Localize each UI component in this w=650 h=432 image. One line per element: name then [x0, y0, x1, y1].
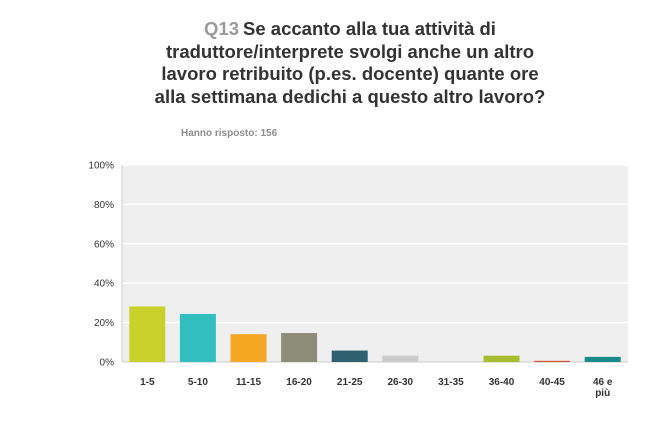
- y-tick-label: 0%: [100, 358, 115, 369]
- chart-title: Q13 Se accanto alla tua attività di tradu…: [0, 18, 650, 108]
- y-tick-label: 60%: [94, 239, 114, 250]
- y-tick-label: 80%: [94, 200, 114, 211]
- bar: [331, 350, 368, 362]
- x-tick-label: 5-10: [188, 377, 208, 388]
- question-number: Q13: [204, 18, 240, 39]
- x-tick-label: 1-5: [140, 377, 155, 388]
- bar: [129, 306, 166, 362]
- x-tick-label: 40-45: [539, 377, 565, 388]
- answered-count: Hanno risposto: 156: [181, 128, 278, 139]
- title-line-1-text: Se accanto alla tua attività di: [243, 18, 496, 39]
- bar: [584, 356, 621, 362]
- bar: [483, 355, 520, 362]
- bar: [281, 333, 318, 362]
- title-line-3: lavoro retribuito (p.es. docente) quante…: [161, 63, 539, 84]
- x-tick-label: 36-40: [489, 377, 515, 388]
- title-line-2: traduttore/interprete svolgi anche un al…: [165, 40, 534, 62]
- x-tick-label: 21-25: [337, 377, 363, 388]
- y-tick-label: 20%: [94, 318, 114, 329]
- title-line-1: Q13 Se accanto alla tua attività di: [0, 18, 650, 41]
- x-tick-label: 26-30: [388, 377, 414, 388]
- bar: [534, 360, 571, 362]
- bar: [230, 334, 267, 362]
- y-tick-label: 40%: [94, 279, 114, 290]
- bar: [179, 313, 216, 362]
- x-tick-label: 11-15: [236, 377, 261, 388]
- x-tick-label: 31-35: [438, 377, 464, 388]
- x-tick-label: 46 e: [593, 377, 613, 388]
- title-line-4: alla settimana dedichi a questo altro la…: [154, 85, 546, 107]
- bar: [382, 355, 419, 362]
- y-tick-label: 100%: [88, 161, 114, 172]
- x-tick-label: più: [595, 388, 610, 399]
- x-tick-label: 16-20: [286, 377, 312, 388]
